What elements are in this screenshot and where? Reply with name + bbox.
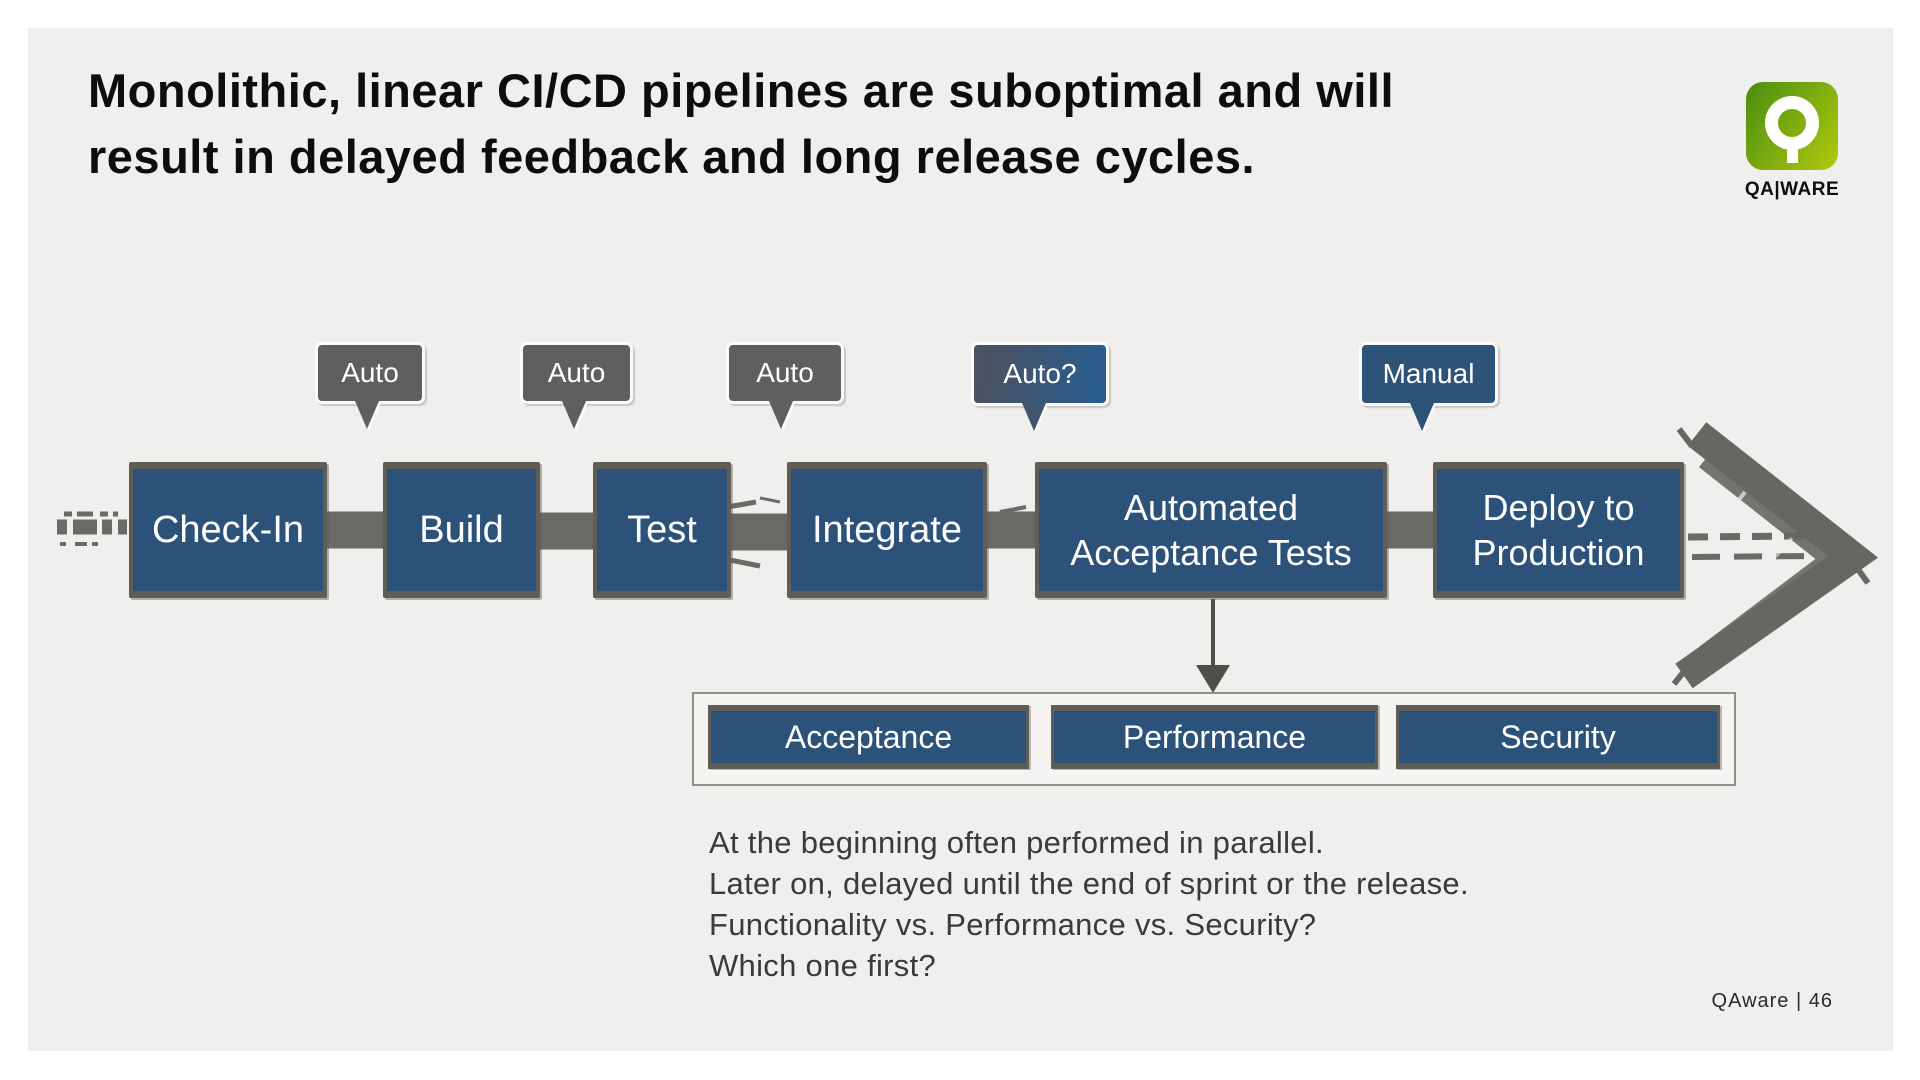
notes-line-3: Functionality vs. Performance vs. Securi… (709, 907, 1317, 942)
stage-integrate: Integrate (787, 462, 987, 598)
bubble-manual: Manual (1362, 345, 1495, 403)
down-arrow-icon (1196, 599, 1230, 693)
stage-test: Test (593, 462, 731, 598)
notes-block: At the beginning often performed in para… (709, 822, 1469, 986)
notes-line-1: At the beginning often performed in para… (709, 825, 1324, 860)
q-ring-shape (1765, 96, 1819, 150)
qaware-logo: QA|WARE (1742, 82, 1842, 201)
stage-check-in: Check-In (129, 462, 327, 598)
slide-title-line-2: result in delayed feedback and long rele… (88, 130, 1256, 183)
slide-title-line-1: Monolithic, linear CI/CD pipelines are s… (88, 64, 1395, 117)
bubble-auto-3: Auto (729, 345, 841, 401)
subtest-security: Security (1396, 705, 1720, 769)
slide-title: Monolithic, linear CI/CD pipelines are s… (88, 58, 1394, 190)
stage-deploy-to-production: Deploy to Production (1433, 462, 1684, 598)
stage-build: Build (383, 462, 540, 598)
dashed-release-trail (1687, 532, 1817, 560)
stage-automated-acceptance-tests: Automated Acceptance Tests (1035, 462, 1387, 598)
qaware-logo-text: QA|WARE (1744, 179, 1840, 200)
bubble-auto-1: Auto (318, 345, 422, 401)
brush-splash-start (57, 511, 127, 546)
notes-line-2: Later on, delayed until the end of sprin… (709, 866, 1469, 901)
brush-arrow-icon (1671, 422, 1879, 689)
bubble-auto-2: Auto (523, 345, 630, 401)
subtest-acceptance: Acceptance (708, 705, 1029, 769)
subtest-performance: Performance (1051, 705, 1378, 769)
footer-page-label: QAware | 46 (1711, 990, 1833, 1012)
notes-line-4: Which one first? (709, 948, 937, 983)
qaware-q-icon (1746, 82, 1838, 170)
q-stem-shape (1787, 145, 1798, 163)
bubble-auto-question: Auto? (974, 345, 1106, 403)
